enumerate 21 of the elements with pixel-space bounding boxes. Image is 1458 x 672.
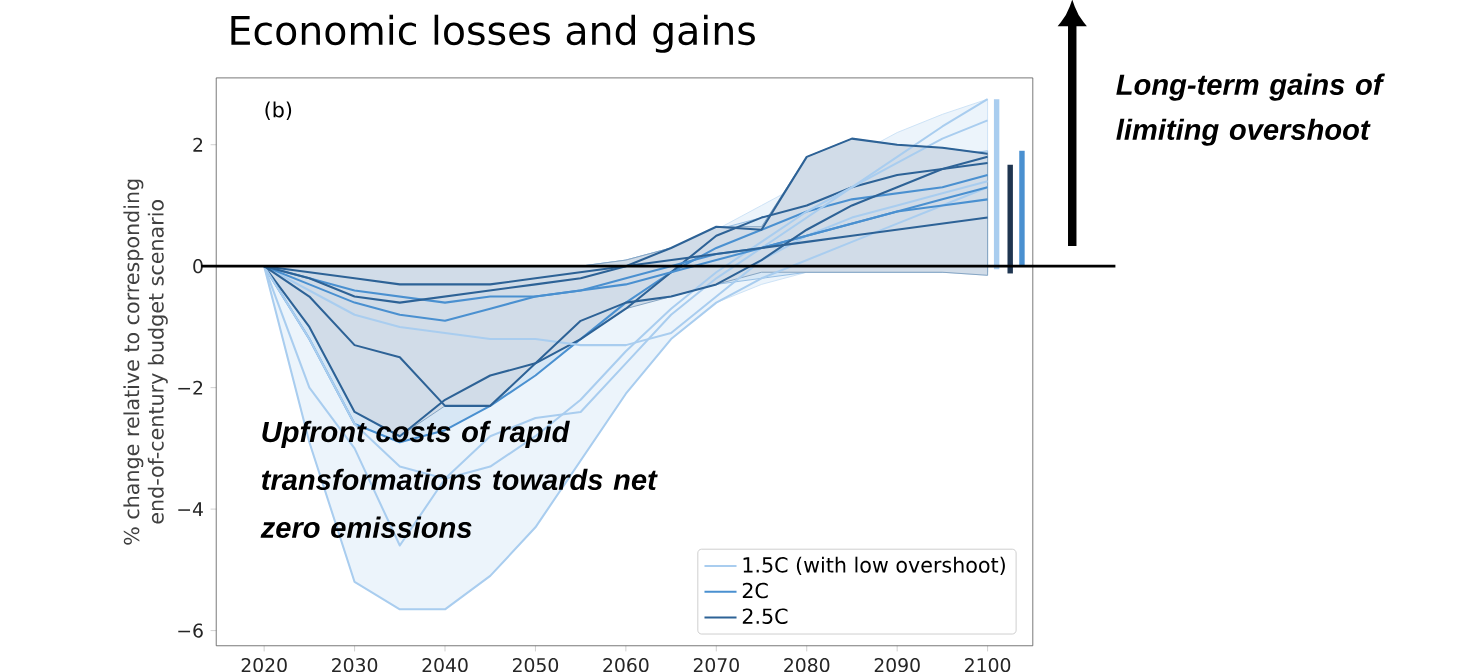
y-tick-label: −6 (178, 623, 203, 638)
x-tick-label: 2030 (332, 657, 378, 672)
text: Long-term gains of limiting overshoot (1116, 73, 1385, 146)
y-tick-label: 2 (193, 137, 203, 152)
x-tick-label: 2080 (784, 657, 830, 672)
x-tick-label: 2050 (512, 657, 559, 672)
y-tick-label: −2 (178, 380, 203, 395)
y-tick-label: −4 (178, 502, 203, 516)
x-tick-label: 2060 (603, 657, 649, 672)
x-tick-label: 2100 (965, 657, 1011, 672)
annotation: (b) (265, 101, 292, 120)
legend-label: 2C (742, 582, 768, 599)
legend-label: 2.5C (742, 608, 788, 624)
x-tick-label: 2070 (693, 657, 739, 672)
x-tick-label: 2090 (874, 657, 920, 672)
x-tick-label: 2040 (422, 657, 468, 672)
y-tick-label: 0 (193, 259, 203, 274)
y-axis-title: % change relative to corresponding end-of-century budget scenario (123, 179, 168, 545)
x-tick-label: 2020 (241, 657, 287, 672)
legend-label: 1.5C (with low overshoot) (743, 556, 1005, 576)
chart-title: Economic losses and gains (231, 14, 755, 53)
